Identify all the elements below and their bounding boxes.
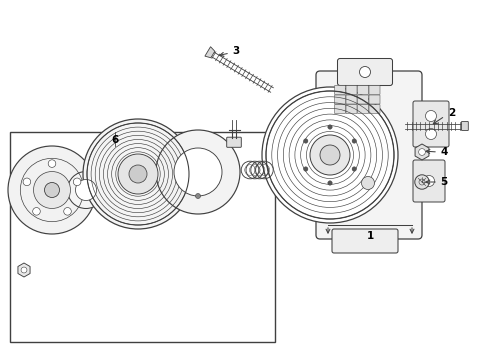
FancyBboxPatch shape — [227, 137, 241, 147]
Circle shape — [156, 130, 240, 214]
FancyBboxPatch shape — [369, 95, 380, 104]
Circle shape — [320, 145, 340, 165]
FancyBboxPatch shape — [335, 104, 345, 113]
Circle shape — [68, 171, 104, 208]
Circle shape — [64, 208, 72, 215]
FancyBboxPatch shape — [358, 104, 368, 113]
Circle shape — [425, 111, 437, 122]
Circle shape — [83, 119, 193, 229]
Circle shape — [303, 167, 308, 171]
Circle shape — [118, 154, 158, 194]
FancyBboxPatch shape — [413, 101, 449, 147]
FancyBboxPatch shape — [346, 86, 357, 95]
Circle shape — [303, 139, 308, 143]
Circle shape — [423, 176, 435, 186]
Circle shape — [33, 171, 71, 208]
Circle shape — [418, 149, 425, 156]
Circle shape — [74, 178, 81, 186]
Circle shape — [23, 178, 31, 186]
FancyBboxPatch shape — [335, 95, 345, 104]
Circle shape — [310, 135, 350, 175]
Bar — [10, 132, 275, 342]
Circle shape — [21, 267, 27, 273]
Text: 6: 6 — [111, 135, 119, 145]
FancyBboxPatch shape — [338, 59, 392, 86]
Text: 1: 1 — [367, 231, 373, 241]
FancyBboxPatch shape — [346, 95, 357, 104]
Circle shape — [48, 160, 56, 167]
FancyBboxPatch shape — [335, 86, 345, 95]
FancyBboxPatch shape — [413, 160, 445, 202]
Circle shape — [75, 180, 97, 201]
Circle shape — [33, 208, 40, 215]
Circle shape — [196, 194, 200, 198]
Text: 2: 2 — [448, 108, 456, 118]
Polygon shape — [415, 144, 429, 160]
FancyBboxPatch shape — [332, 229, 398, 253]
Circle shape — [45, 183, 59, 198]
Circle shape — [362, 176, 374, 189]
FancyBboxPatch shape — [346, 104, 357, 113]
Text: 5: 5 — [441, 177, 448, 187]
Circle shape — [8, 146, 96, 234]
Circle shape — [174, 148, 222, 196]
FancyBboxPatch shape — [369, 104, 380, 113]
Polygon shape — [205, 47, 215, 58]
Circle shape — [129, 165, 147, 183]
FancyBboxPatch shape — [358, 86, 368, 95]
FancyBboxPatch shape — [358, 95, 368, 104]
FancyBboxPatch shape — [369, 86, 380, 95]
Text: 4: 4 — [441, 147, 448, 157]
Circle shape — [425, 129, 437, 140]
Circle shape — [352, 167, 356, 171]
Circle shape — [415, 175, 429, 189]
Text: 3: 3 — [232, 46, 240, 56]
Circle shape — [328, 181, 332, 185]
Circle shape — [360, 67, 370, 77]
FancyBboxPatch shape — [316, 71, 422, 239]
Circle shape — [328, 125, 332, 129]
Circle shape — [352, 139, 356, 143]
Circle shape — [262, 87, 398, 223]
Polygon shape — [18, 263, 30, 277]
FancyBboxPatch shape — [462, 122, 468, 131]
